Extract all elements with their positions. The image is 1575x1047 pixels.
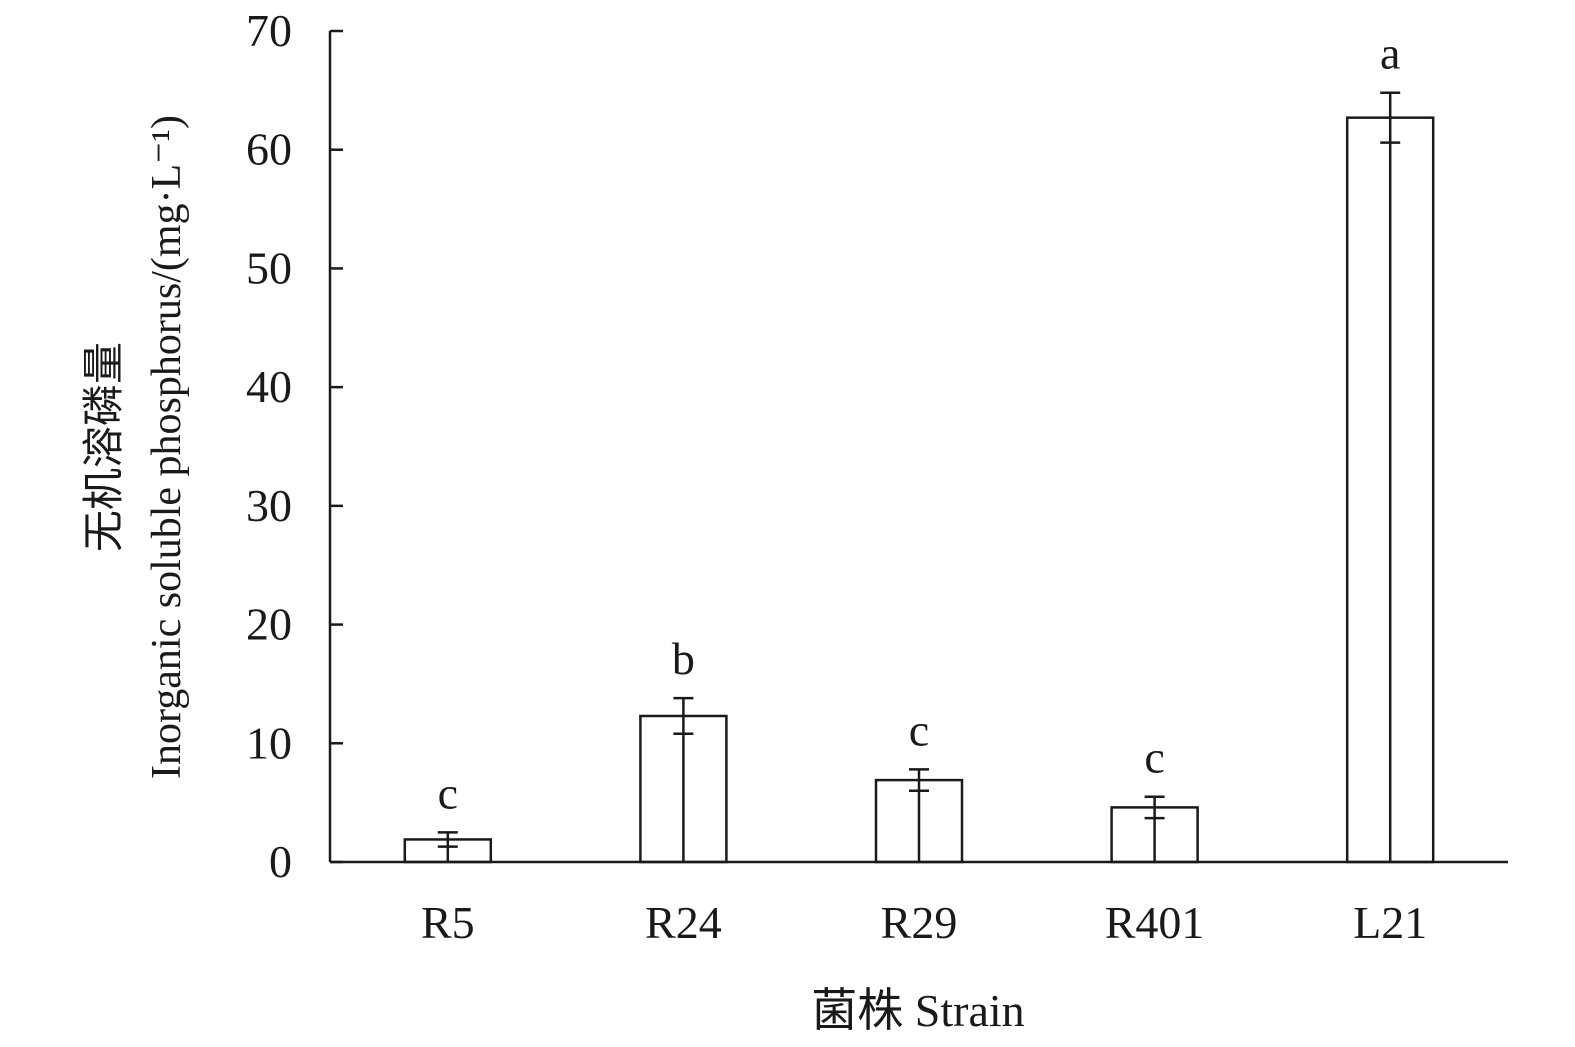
y-tick-label: 50 xyxy=(246,242,292,293)
x-tick-label: L21 xyxy=(1353,897,1427,948)
x-tick-label: R5 xyxy=(421,897,475,948)
significance-label: a xyxy=(1380,28,1400,79)
y-tick-label: 30 xyxy=(246,480,292,531)
y-tick-label: 20 xyxy=(246,599,292,650)
x-tick-label: R29 xyxy=(881,897,958,948)
y-tick-label: 70 xyxy=(246,5,292,56)
significance-label: c xyxy=(909,704,929,755)
y-tick-label: 0 xyxy=(269,836,292,887)
significance-label: b xyxy=(672,633,695,684)
y-axis-ticks: 0 10 20 30 40 50 60 70 xyxy=(246,5,343,887)
y-tick-label: 40 xyxy=(246,361,292,412)
significance-label: c xyxy=(1144,732,1164,783)
x-tick-label: R401 xyxy=(1105,897,1205,948)
y-tick-label: 10 xyxy=(246,717,292,768)
y-axis-label-line2: Inorganic soluble phosphorus/(mg·L⁻¹) xyxy=(144,115,190,779)
y-tick-label: 60 xyxy=(246,124,292,175)
axes xyxy=(328,31,1508,864)
x-axis-tick-labels: R5 R24 R29 R401 L21 xyxy=(421,897,1427,948)
bars: c b c c a xyxy=(403,28,1435,864)
significance-label: c xyxy=(438,767,458,818)
x-axis-label: 菌株 Strain xyxy=(811,985,1024,1036)
y-axis-label-line1: 无机溶磷量 xyxy=(81,342,128,552)
x-tick-label: R24 xyxy=(645,897,722,948)
